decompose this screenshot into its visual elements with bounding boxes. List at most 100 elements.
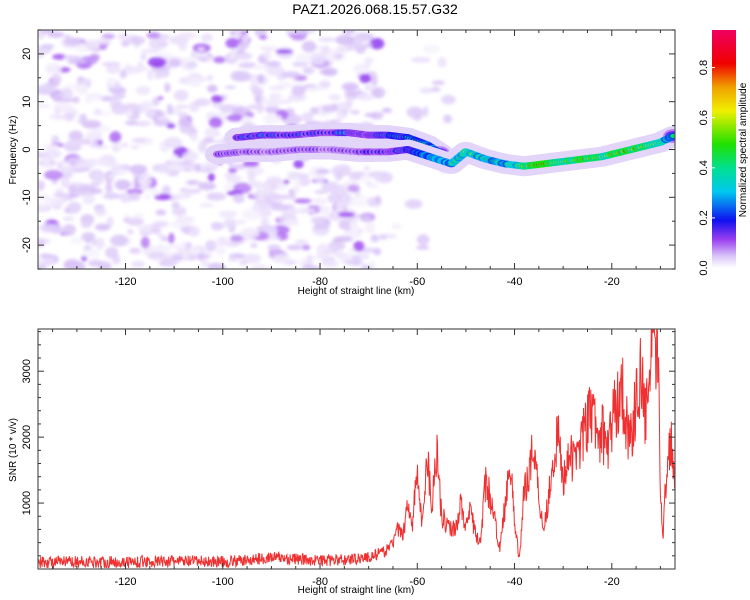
noise-blob: [329, 184, 348, 196]
noise-blob: [154, 71, 162, 80]
noise-blob: [373, 247, 382, 256]
noise-blob: [76, 83, 89, 96]
noise-blob: [283, 179, 290, 185]
noise-blob: [205, 239, 217, 252]
noise-blob: [95, 237, 105, 250]
noise-blob: [223, 183, 233, 191]
noise-blob: [105, 63, 121, 74]
noise-blob: [281, 71, 301, 79]
noise-blob: [111, 145, 121, 152]
noise-blob: [337, 192, 351, 205]
colorbar-label: Normalized spectral amplitude: [738, 82, 749, 217]
noise-blob: [97, 261, 112, 269]
noise-blob: [275, 49, 293, 54]
ridge-main: [204, 126, 675, 177]
noise-blob: [45, 197, 64, 209]
noise-blob: [52, 193, 70, 198]
noise-blob: [270, 203, 289, 211]
noise-blob: [237, 42, 249, 50]
noise-blob: [359, 174, 372, 183]
snr-x-axis-label: Height of straight line (km): [298, 585, 415, 596]
colorbar-gradient: [712, 30, 736, 268]
noise-blob: [363, 62, 372, 67]
noise-blob: [293, 159, 304, 169]
noise-blob: [286, 244, 303, 251]
noise-blob: [129, 35, 146, 45]
colorbar-tick-label: 0.8: [698, 60, 710, 75]
noise-blob: [109, 131, 122, 143]
snr-y-tick-label: 3000: [21, 359, 33, 383]
noise-blob: [99, 42, 108, 51]
noise-blob: [197, 143, 208, 154]
noise-blob: [437, 56, 447, 68]
noise-blob: [127, 229, 134, 235]
noise-blob: [267, 244, 281, 251]
noise-blob: [154, 193, 172, 201]
noise-blob: [333, 236, 353, 243]
noise-blob: [38, 180, 45, 191]
noise-blob: [47, 31, 65, 38]
noise-blob: [416, 245, 430, 250]
noise-blob: [318, 205, 330, 214]
noise-blob: [212, 130, 221, 137]
noise-blob: [60, 196, 67, 205]
noise-blob: [292, 183, 301, 194]
noise-blob: [233, 30, 242, 39]
snr-x-tick-label: -60: [409, 576, 425, 588]
snr-x-tick-label: -80: [312, 576, 328, 588]
noise-blob: [43, 143, 60, 150]
noise-blob: [82, 248, 101, 259]
noise-blob: [404, 199, 423, 209]
noise-blob: [314, 189, 328, 195]
noise-blob: [173, 89, 189, 102]
noise-blob: [215, 245, 226, 256]
noise-blob: [166, 103, 174, 116]
noise-blob: [374, 173, 383, 182]
noise-blob: [118, 169, 128, 175]
snr-series-line: [38, 329, 675, 569]
noise-blob: [178, 111, 189, 120]
noise-blob: [277, 99, 292, 104]
noise-blob: [114, 179, 131, 190]
noise-blob: [318, 80, 331, 89]
noise-blob: [132, 213, 145, 218]
noise-blob: [40, 256, 56, 267]
noise-blob: [419, 87, 434, 94]
noise-blob: [441, 94, 456, 105]
noise-blob: [82, 192, 95, 205]
noise-blob: [54, 106, 61, 116]
spectrogram-y-tick-label: -20: [21, 237, 33, 253]
noise-blob: [324, 249, 338, 255]
noise-blob: [88, 169, 105, 182]
noise-blob: [111, 102, 128, 115]
noise-blob: [51, 135, 60, 146]
noise-blob: [391, 224, 403, 229]
noise-blob: [49, 113, 64, 120]
snr-x-tick-label: -100: [212, 576, 234, 588]
noise-blob: [350, 195, 371, 208]
snr-y-ticks: 1000 2000 3000: [21, 331, 675, 557]
noise-blob: [251, 264, 269, 269]
colorbar-tick-label: 0.4: [698, 160, 710, 175]
noise-blob: [38, 103, 52, 109]
noise-blob: [151, 97, 160, 106]
noise-blob: [93, 108, 102, 116]
noise-blob: [64, 112, 75, 122]
noise-blob: [139, 100, 153, 113]
noise-blob: [328, 94, 341, 101]
colorbar-tick-label: 0.6: [698, 110, 710, 125]
noise-blob: [89, 53, 101, 61]
spectrogram-y-tick-label: -10: [21, 189, 33, 205]
noise-blob: [296, 30, 309, 36]
noise-blob: [378, 233, 388, 241]
noise-blob: [193, 98, 211, 107]
noise-blob: [137, 225, 155, 232]
noise-blob: [341, 82, 359, 91]
noise-blob: [174, 104, 190, 109]
noise-blob: [128, 192, 141, 201]
noise-blob: [182, 151, 199, 162]
noise-blob: [140, 53, 147, 61]
noise-blob: [42, 162, 56, 168]
noise-blob: [155, 209, 167, 216]
noise-blob: [232, 70, 252, 82]
